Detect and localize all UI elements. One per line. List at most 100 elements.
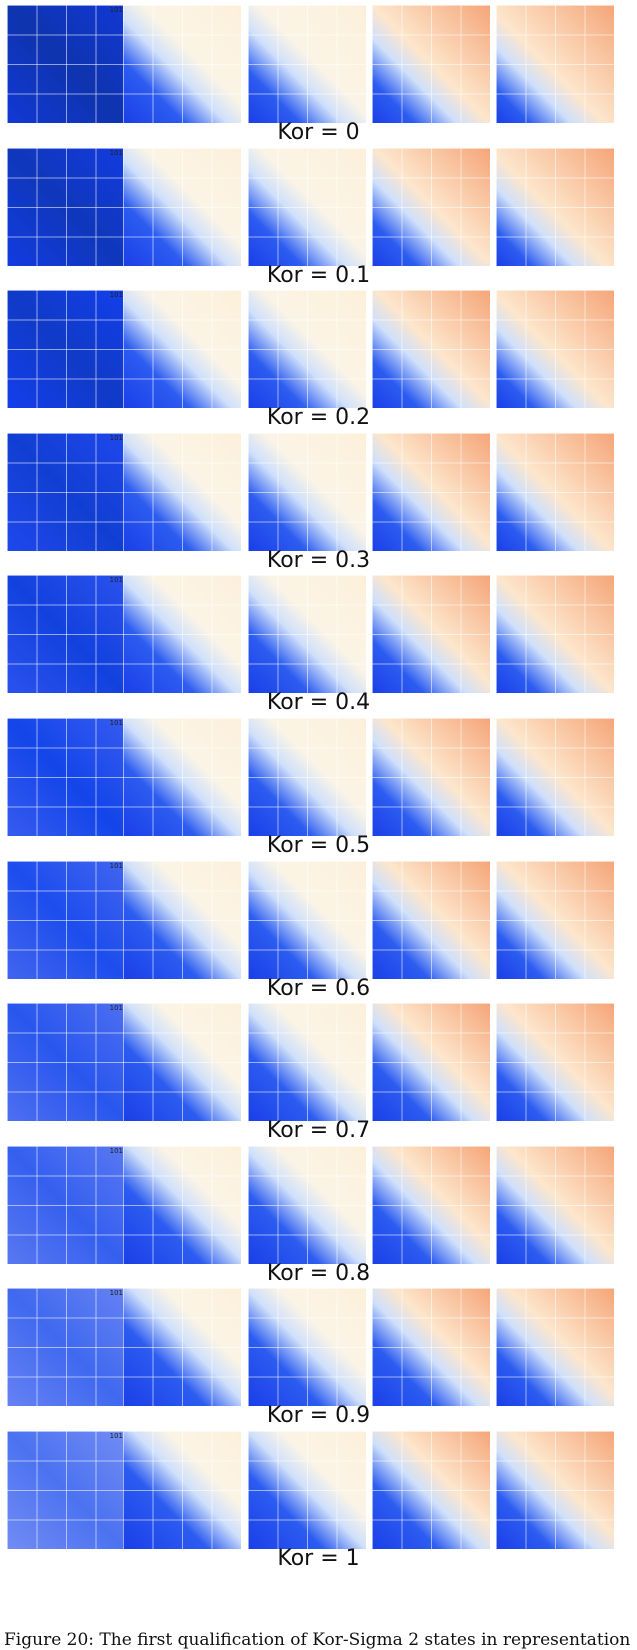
heatmap-grid	[248, 718, 366, 836]
heatmap-grid	[248, 147, 366, 266]
corner-label: 101	[109, 6, 123, 14]
heatmap-tile	[496, 860, 614, 979]
heatmap-grid	[248, 860, 366, 979]
row-label: Kor = 0.7	[266, 1118, 371, 1144]
corner-label: 101	[109, 291, 123, 300]
heatmap-grid	[496, 1431, 614, 1549]
heatmap-grid	[7, 290, 125, 409]
heatmap-grid	[496, 432, 614, 551]
heatmap-grid	[123, 147, 241, 266]
heatmap-tile	[248, 432, 366, 551]
heatmap-tile	[372, 290, 490, 409]
heatmap-grid	[496, 860, 614, 979]
heatmap-grid	[123, 1431, 241, 1549]
heatmap-tile: 101	[7, 290, 125, 409]
heatmap-grid	[496, 1145, 614, 1264]
heatmap-tile	[248, 718, 366, 836]
heatmap-tile	[496, 5, 614, 123]
heatmap-tile	[372, 432, 490, 551]
heatmap-grid	[7, 1003, 125, 1122]
heatmap-grid	[7, 575, 125, 694]
heatmap-tile	[372, 718, 490, 836]
heatmap-tile	[123, 1145, 241, 1264]
heatmap-grid	[123, 1003, 241, 1122]
corner-label: 101	[109, 1004, 123, 1013]
heatmap-tile	[248, 5, 366, 123]
corner-label: 101	[109, 1146, 123, 1155]
heatmap-grid	[123, 575, 241, 694]
heatmap-grid	[496, 1003, 614, 1122]
heatmap-grid	[248, 290, 366, 409]
heatmap-tile	[496, 290, 614, 409]
heatmap-tile	[123, 575, 241, 694]
heatmap-grid	[123, 290, 241, 409]
caption: Figure 20: The first qualification of Ko…	[4, 1630, 631, 1650]
heatmap-tile: 101	[7, 432, 125, 551]
corner-label: 101	[109, 1432, 123, 1440]
heatmap-grid	[7, 5, 125, 123]
heatmap-grid	[123, 718, 241, 836]
heatmap-tile	[372, 1003, 490, 1122]
heatmap-tile	[248, 147, 366, 266]
heatmap-grid	[7, 1145, 125, 1264]
heatmap-tile	[248, 575, 366, 694]
heatmap-tile	[496, 1288, 614, 1407]
heatmap-tile: 101	[7, 5, 125, 123]
heatmap-tile	[248, 290, 366, 409]
corner-label: 101	[109, 719, 123, 727]
heatmap-tile: 101	[7, 1145, 125, 1264]
heatmap-grid	[7, 432, 125, 551]
heatmap-tile	[248, 1003, 366, 1122]
heatmap-grid	[7, 147, 125, 266]
heatmap-grid	[372, 147, 490, 266]
heatmap-grid	[248, 1003, 366, 1122]
heatmap-tile	[496, 1003, 614, 1122]
row-label: Kor = 0	[277, 120, 360, 145]
heatmap-tile	[496, 575, 614, 694]
heatmap-tile: 101	[7, 1431, 125, 1549]
heatmap-grid	[496, 290, 614, 409]
row-label: Kor = 1	[277, 1546, 360, 1571]
heatmap-tile	[496, 432, 614, 551]
heatmap-grid	[123, 860, 241, 979]
heatmap-grid	[248, 5, 366, 123]
heatmap-grid	[372, 718, 490, 836]
row-label: Kor = 0.9	[266, 1403, 371, 1429]
heatmap-grid	[248, 575, 366, 694]
heatmap-grid	[248, 1145, 366, 1264]
heatmap-tile	[372, 1431, 490, 1549]
heatmap-tile: 101	[7, 1288, 125, 1407]
corner-label: 101	[109, 576, 123, 585]
heatmap-grid	[372, 860, 490, 979]
row-label: Kor = 0.5	[266, 833, 371, 858]
heatmap-grid	[372, 1288, 490, 1407]
heatmap-grid	[372, 575, 490, 694]
heatmap-tile: 101	[7, 860, 125, 979]
heatmap-tile: 101	[7, 718, 125, 836]
heatmap-tile	[248, 860, 366, 979]
heatmap-grid	[372, 5, 490, 123]
heatmap-grid	[7, 860, 125, 979]
heatmap-tile	[248, 1431, 366, 1549]
heatmap-grid	[7, 718, 125, 836]
corner-label: 101	[109, 1289, 123, 1298]
heatmap-tile	[123, 290, 241, 409]
heatmap-grid	[7, 1431, 125, 1549]
heatmap-tile	[496, 1431, 614, 1549]
heatmap-tile	[123, 5, 241, 123]
heatmap-grid	[248, 432, 366, 551]
heatmap-grid	[123, 5, 241, 123]
heatmap-tile	[123, 718, 241, 836]
heatmap-tile	[496, 1145, 614, 1264]
heatmap-tile	[372, 1145, 490, 1264]
row-label: Kor = 0.8	[266, 1260, 371, 1286]
row-label: Kor = 0.3	[266, 547, 371, 573]
heatmap-grid	[7, 1288, 125, 1407]
heatmap-grid	[123, 1288, 241, 1407]
heatmap-tile	[372, 147, 490, 266]
heatmap-tile: 101	[7, 1003, 125, 1122]
heatmap-tile	[248, 1145, 366, 1264]
heatmap-grid	[496, 1288, 614, 1407]
row-label: Kor = 0.1	[266, 262, 371, 288]
